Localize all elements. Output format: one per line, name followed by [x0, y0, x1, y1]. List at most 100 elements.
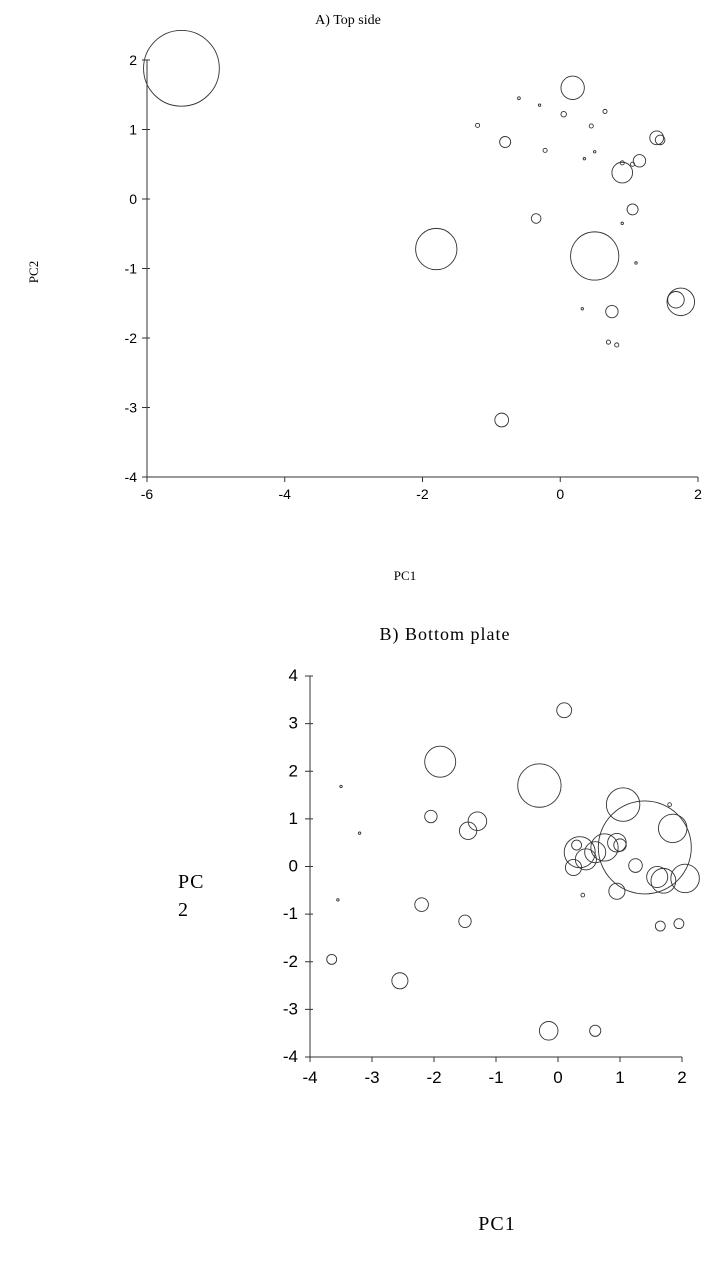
y-tick-label: -4 [125, 469, 138, 485]
chart-title: B) Bottom plate [380, 624, 511, 645]
data-point-b-11 [584, 841, 607, 864]
data-point-a-6 [611, 161, 634, 184]
data-point-b-17 [564, 858, 583, 876]
data-point-a-22 [630, 161, 636, 167]
data-point-a-8 [654, 134, 666, 146]
x-tick-label: -4 [302, 1068, 317, 1087]
data-point-b-30 [667, 802, 672, 807]
data-point-b-0 [597, 800, 692, 895]
data-point-a-24 [614, 342, 620, 348]
data-point-a-30 [537, 103, 542, 107]
data-point-b-32 [339, 784, 343, 789]
data-point-b-23 [458, 914, 472, 928]
y-tick-label: 2 [129, 52, 137, 68]
data-point-a-21 [619, 160, 625, 166]
data-point-a-23 [605, 339, 611, 345]
x-tick-label: -1 [488, 1068, 503, 1087]
data-point-a-26 [582, 157, 587, 161]
y-tick-label: 0 [129, 191, 137, 207]
data-point-a-25 [634, 261, 638, 265]
data-point-b-15 [458, 821, 478, 840]
chart-b-bottom-plate: B) Bottom plate -4 -3 -2 -1 0 1 2 -4 -3 -2 -1 0 1 2 3 4 P… [178, 624, 700, 1235]
data-point-a-0 [143, 30, 220, 107]
data-point-a-29 [620, 221, 624, 225]
data-point-b-31 [580, 892, 586, 898]
y-tick-label: 2 [289, 761, 298, 780]
data-point-b-6 [650, 867, 677, 894]
data-point-b-26 [538, 1021, 559, 1041]
x-tick-label: 2 [694, 486, 702, 502]
data-point-a-1 [415, 227, 458, 271]
y-tick-label: -1 [125, 261, 138, 277]
y-tick-label: -3 [283, 999, 298, 1018]
y-tick-label: -2 [125, 330, 138, 346]
x-tick-label: 0 [553, 1068, 562, 1087]
data-point-b-3 [605, 787, 641, 822]
data-point-a-7 [649, 130, 665, 146]
y-tick-label: 1 [289, 809, 298, 828]
data-point-a-10 [626, 203, 639, 216]
data-point-b-28 [654, 920, 666, 932]
data-point-b-9 [590, 833, 619, 862]
data-point-b-22 [414, 897, 429, 912]
y-tick-label: 1 [129, 122, 137, 138]
y-tick-label: -1 [283, 904, 298, 923]
data-point-b-5 [670, 863, 700, 894]
data-point-a-18 [602, 108, 608, 114]
data-point-b-34 [336, 898, 340, 902]
data-point-b-19 [608, 882, 626, 900]
data-point-a-17 [560, 111, 567, 118]
data-point-a-28 [580, 307, 584, 311]
data-point-a-19 [588, 123, 594, 129]
data-point-b-4 [657, 813, 688, 844]
data-point-b-21 [424, 809, 438, 824]
data-point-a-3 [560, 75, 585, 100]
x-tick-label: -2 [426, 1068, 441, 1087]
data-point-b-1 [517, 763, 562, 808]
data-point-b-25 [326, 953, 338, 965]
y-tick-label: -3 [125, 400, 138, 416]
chart-title: A) Top side [315, 13, 381, 28]
x-tick-label: -2 [416, 486, 429, 502]
y-tick-label: -4 [283, 1047, 298, 1066]
y-tick-label: 4 [289, 666, 298, 685]
data-point-b-20 [628, 858, 643, 873]
x-axis-label: PC1 [394, 568, 416, 583]
x-tick-label: 0 [556, 486, 564, 502]
data-point-a-11 [499, 136, 512, 148]
x-tick-label: -4 [279, 486, 292, 502]
data-point-b-18 [571, 839, 583, 851]
data-point-b-13 [613, 838, 627, 852]
data-point-a-14 [494, 412, 510, 428]
data-point-b-16 [556, 702, 573, 719]
data-point-b-2 [424, 745, 457, 778]
data-point-a-15 [475, 122, 481, 128]
y-axis-label: PC2 [26, 261, 41, 283]
data-point-a-13 [605, 304, 619, 319]
data-point-a-27 [593, 150, 597, 154]
data-point-a-12 [530, 213, 542, 224]
data-point-a-2 [570, 231, 620, 281]
x-tick-label: 1 [615, 1068, 624, 1087]
data-point-b-7 [646, 865, 669, 888]
y-tick-label: 0 [289, 857, 298, 876]
data-point-b-27 [589, 1024, 602, 1037]
data-point-a-16 [517, 96, 521, 101]
data-point-a-9 [632, 154, 647, 168]
x-tick-label: -6 [141, 486, 154, 502]
data-point-b-29 [673, 918, 685, 930]
x-axis-label: PC1 [478, 1213, 515, 1235]
data-point-b-33 [357, 831, 362, 835]
x-tick-label: -3 [364, 1068, 379, 1087]
y-tick-label: -2 [283, 952, 298, 971]
x-tick-label: 2 [677, 1068, 686, 1087]
data-point-a-20 [542, 147, 548, 153]
data-point-b-14 [467, 811, 488, 832]
y-tick-label: 3 [289, 714, 298, 733]
data-point-a-5 [667, 291, 685, 309]
data-point-b-24 [391, 972, 409, 990]
data-point-a-4 [666, 287, 696, 317]
